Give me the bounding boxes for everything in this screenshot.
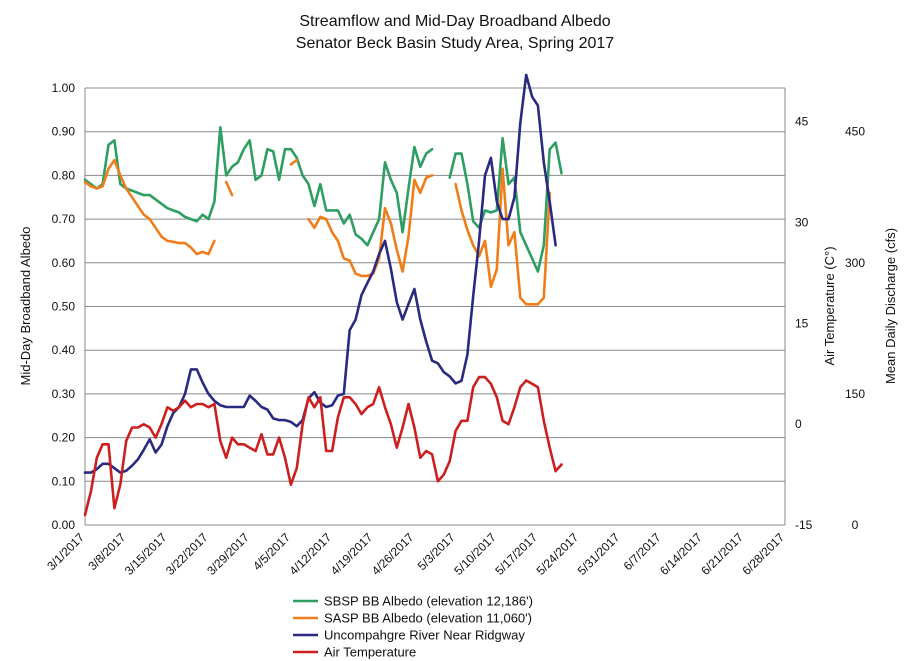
y-tick-label: 0.30 [52, 387, 76, 401]
x-tick-label: 4/12/2017 [287, 530, 335, 578]
series-line [448, 137, 563, 273]
series-line [83, 158, 216, 256]
x-tick-label: 3/1/2017 [44, 530, 87, 573]
series-line [83, 126, 434, 247]
y-tick-label: 0.00 [52, 518, 76, 532]
x-tick-label: 3/22/2017 [163, 530, 211, 578]
y2-tick-label: 30 [795, 215, 809, 229]
gridlines [84, 87, 786, 526]
y-tick-label: 0.70 [52, 212, 76, 226]
x-tick-labels: 3/1/20173/8/20173/15/20173/22/20173/29/2… [44, 530, 787, 578]
y-tick-label: 1.00 [52, 81, 76, 95]
x-tick-label: 3/29/2017 [204, 530, 252, 578]
y-tick-label: 0.10 [52, 474, 76, 488]
legend-entry: Air Temperature [324, 645, 416, 660]
series-line [224, 180, 234, 197]
y-tick-label: 0.20 [52, 431, 76, 445]
legend-entry: SBSP BB Albedo (elevation 12,186') [324, 594, 533, 609]
series-group [83, 73, 557, 474]
y2-tick-label: 0 [795, 417, 802, 431]
y3-tick-labels: 0 150 300 450 [845, 125, 865, 532]
x-tick-label: 3/15/2017 [122, 530, 170, 578]
y3-tick-label: 150 [845, 387, 865, 401]
x-tick-label: 6/14/2017 [657, 530, 705, 578]
x-tick-label: 5/17/2017 [492, 530, 540, 578]
series-group [83, 375, 563, 517]
y3-tick-label: 450 [845, 125, 865, 139]
y-tick-label: 0.60 [52, 256, 76, 270]
x-tick-label: 5/31/2017 [575, 530, 623, 578]
y3-tick-label: 300 [845, 256, 865, 270]
y2-axis-label: Air Temperature (C°) [822, 246, 837, 365]
y-tick-labels: 0.00 0.10 0.20 0.30 0.40 0.50 0.60 0.70 0.80 0.90… [52, 81, 76, 532]
series-lines [83, 73, 563, 517]
series-line [307, 174, 434, 278]
legend-entry: SASP BB Albedo (elevation 11,060') [324, 611, 532, 626]
series-line [289, 158, 299, 166]
x-tick-label: 6/21/2017 [698, 530, 746, 578]
y2-tick-label: 45 [795, 115, 809, 129]
series-line [454, 167, 552, 306]
legend: SBSP BB Albedo (elevation 12,186') SASP B… [293, 594, 533, 660]
y2-tick-label: 15 [795, 316, 809, 330]
chart-subtitle: Senator Beck Basin Study Area, Spring 20… [296, 35, 615, 52]
series-line [83, 375, 563, 517]
y3-tick-label: 0 [852, 518, 859, 532]
x-tick-label: 5/10/2017 [451, 530, 499, 578]
series-group [83, 126, 563, 273]
chart-title: Streamflow and Mid-Day Broadband Albedo [299, 13, 610, 30]
x-tick-label: 4/26/2017 [369, 530, 417, 578]
y2-tick-labels: -15 0 15 30 45 [795, 115, 813, 532]
y-tick-label: 0.80 [52, 168, 76, 182]
x-tick-label: 4/19/2017 [328, 530, 376, 578]
y2-tick-label: -15 [795, 518, 813, 532]
y-tick-label: 0.50 [52, 300, 76, 314]
series-line [83, 73, 557, 474]
y-axis-label: Mid-Day Broadband Albedo [18, 227, 33, 386]
x-tick-label: 6/28/2017 [739, 530, 787, 578]
y3-axis-label: Mean Daily Discharge (cfs) [883, 228, 898, 384]
y-tick-label: 0.40 [52, 343, 76, 357]
x-tick-label: 5/24/2017 [534, 530, 582, 578]
y-tick-label: 0.90 [52, 125, 76, 139]
legend-entry: Uncompahgre River Near Ridgway [324, 628, 525, 643]
